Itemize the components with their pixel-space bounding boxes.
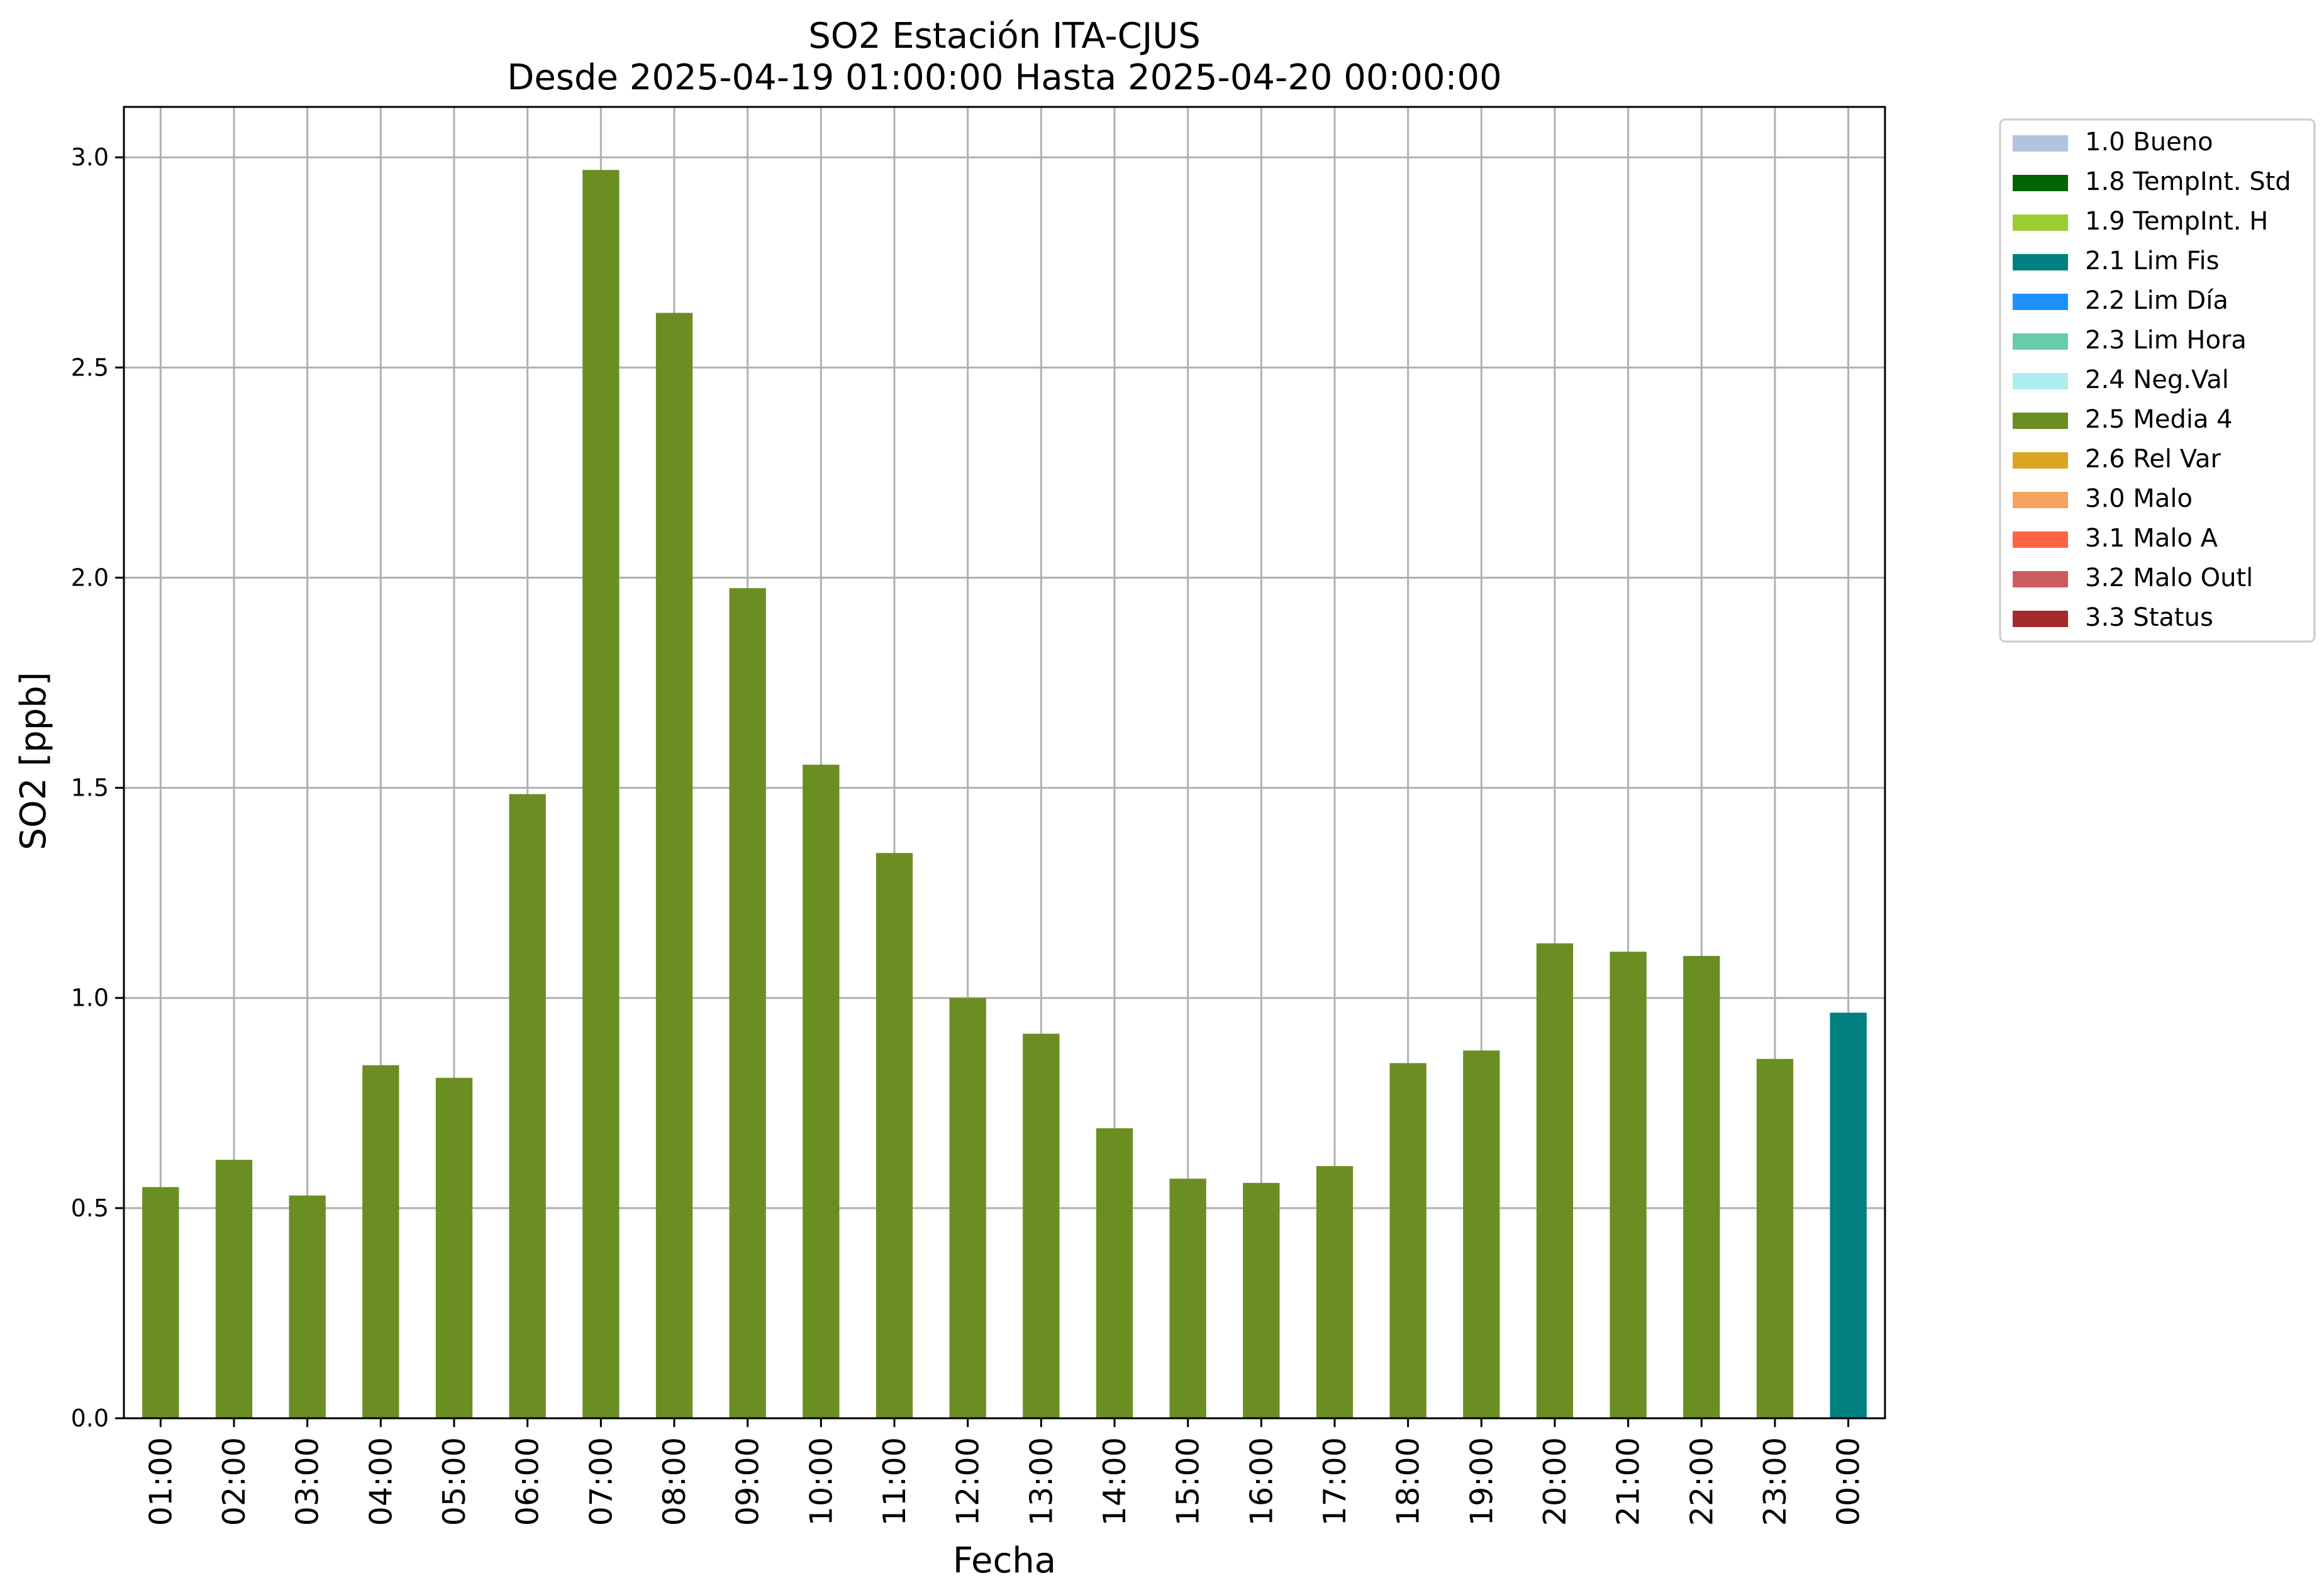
y-tick-label: 2.5: [71, 353, 109, 381]
legend-label: 2.4 Neg.Val: [2085, 365, 2229, 394]
bar-1900: [1463, 1050, 1500, 1418]
legend-label: 2.1 Lim Fis: [2085, 247, 2219, 275]
legend-label: 2.6 Rel Var: [2085, 445, 2221, 474]
legend-items: 1.0 Bueno 1.8 TempInt. Std 1.9 TempInt. H 2…: [2013, 128, 2291, 632]
bar-0200: [215, 1160, 253, 1418]
legend-swatch: [2013, 214, 2068, 231]
chart-title: SO2 Estación ITA-CJUS: [808, 16, 1201, 57]
bar-1000: [803, 764, 840, 1418]
x-tick-label: 01:00: [143, 1437, 179, 1526]
x-axis-ticks: 01:00 02:00 03:00 04:00 05:00 06:00 07:00 08:00…: [143, 1418, 1867, 1526]
bar-0400: [362, 1065, 399, 1418]
legend-swatch: [2013, 333, 2068, 350]
bar-0600: [509, 794, 546, 1418]
bar-1200: [949, 998, 986, 1418]
x-tick-label: 10:00: [803, 1437, 839, 1526]
x-tick-label: 03:00: [290, 1437, 326, 1526]
x-tick-label: 11:00: [877, 1437, 913, 1526]
legend-swatch: [2013, 452, 2068, 469]
x-tick-label: 13:00: [1023, 1437, 1059, 1526]
x-tick-label: 17:00: [1317, 1437, 1353, 1526]
bar-0700: [582, 170, 620, 1419]
bar-1700: [1316, 1166, 1354, 1418]
legend-swatch: [2013, 413, 2068, 429]
bar-0800: [655, 313, 693, 1419]
legend-swatch: [2013, 294, 2068, 310]
x-tick-label: 05:00: [436, 1437, 472, 1526]
legend-swatch: [2013, 492, 2068, 508]
y-axis-label: SO2 [ppb]: [13, 672, 54, 850]
x-tick-label: 14:00: [1097, 1437, 1133, 1526]
x-tick-label: 18:00: [1391, 1437, 1426, 1526]
bar-0100: [142, 1187, 179, 1418]
bar-2200: [1683, 955, 1720, 1418]
legend-frame: [1999, 118, 2316, 643]
x-tick-label: 06:00: [510, 1437, 546, 1526]
legend-swatch: [2013, 254, 2068, 270]
legend-swatch: [2013, 571, 2068, 587]
bar-2100: [1610, 952, 1647, 1418]
x-tick-label: 20:00: [1537, 1437, 1573, 1526]
bar-2300: [1756, 1059, 1794, 1418]
legend-swatch: [2013, 175, 2068, 191]
bar-1500: [1169, 1179, 1206, 1418]
x-tick-label: 23:00: [1757, 1437, 1793, 1526]
x-tick-label: 15:00: [1170, 1437, 1206, 1526]
y-tick-label: 3.0: [71, 143, 109, 171]
bar-1300: [1023, 1033, 1060, 1418]
bar-1100: [876, 853, 913, 1418]
legend-label: 2.5 Media 4: [2085, 405, 2233, 434]
bar-1800: [1389, 1063, 1426, 1418]
bar-0000: [1830, 1013, 1867, 1418]
plot-frame: [123, 106, 1886, 1420]
legend-label: 3.0 Malo: [2085, 484, 2193, 513]
bar-0300: [289, 1195, 326, 1418]
y-tick-label: 1.5: [71, 774, 109, 802]
legend-label: 3.3 Status: [2085, 603, 2213, 632]
bar-0500: [435, 1077, 473, 1418]
x-tick-label: 02:00: [216, 1437, 252, 1526]
chart-subtitle: Desde 2025-04-19 01:00:00 Hasta 2025-04-…: [507, 57, 1502, 98]
legend-swatch: [2013, 531, 2068, 548]
legend-label: 2.3 Lim Hora: [2085, 326, 2247, 355]
bar-2000: [1536, 943, 1574, 1418]
legend-label: 1.0 Bueno: [2085, 128, 2213, 157]
legend-swatch: [2013, 611, 2068, 627]
x-tick-label: 22:00: [1684, 1437, 1720, 1526]
x-tick-label: 21:00: [1611, 1437, 1647, 1526]
legend: 1.0 Bueno 1.8 TempInt. Std 1.9 TempInt. H 2…: [1999, 118, 2316, 643]
bar-0900: [729, 588, 766, 1419]
y-tick-label: 2.0: [71, 564, 109, 591]
legend-label: 1.8 TempInt. Std: [2085, 167, 2291, 196]
legend-label: 2.2 Lim Día: [2085, 286, 2228, 315]
y-axis-ticks: 0.0 0.5 1.0 1.5 2.0 2.5 3.0: [71, 143, 124, 1432]
bars: [142, 170, 1867, 1419]
x-tick-label: 09:00: [730, 1437, 766, 1526]
x-tick-label: 04:00: [363, 1437, 399, 1526]
bar-1600: [1243, 1182, 1280, 1418]
x-tick-label: 12:00: [950, 1437, 986, 1526]
y-tick-label: 0.5: [71, 1194, 109, 1222]
x-axis-label: Fecha: [953, 1540, 1056, 1581]
bar-1400: [1096, 1128, 1133, 1418]
x-tick-label: 08:00: [657, 1437, 692, 1526]
x-tick-label: 16:00: [1243, 1437, 1279, 1526]
y-tick-label: 1.0: [71, 984, 109, 1012]
x-tick-label: 07:00: [583, 1437, 619, 1526]
x-tick-label: 19:00: [1464, 1437, 1499, 1526]
legend-label: 1.9 TempInt. H: [2085, 207, 2268, 236]
legend-label: 3.1 Malo A: [2085, 524, 2218, 553]
y-tick-label: 0.0: [71, 1404, 109, 1432]
legend-swatch: [2013, 373, 2068, 389]
legend-label: 3.2 Malo Outl: [2085, 564, 2253, 592]
legend-swatch: [2013, 135, 2068, 152]
x-tick-label: 00:00: [1831, 1437, 1867, 1526]
